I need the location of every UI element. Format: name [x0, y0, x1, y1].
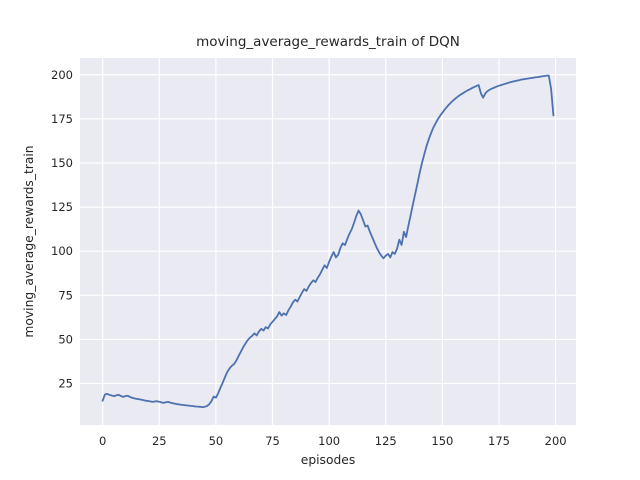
x-tick-label: 175 [488, 434, 510, 448]
x-tick-label: 75 [265, 434, 280, 448]
y-tick-label: 50 [58, 332, 73, 346]
gridlines [80, 58, 576, 425]
x-tick-label: 0 [99, 434, 106, 448]
dqn-series-line [101, 74, 555, 409]
y-tick-label: 25 [58, 377, 73, 391]
x-tick-label: 200 [545, 434, 567, 448]
x-tick-labels: 0 25 50 75 100 125 150 175 200 [99, 434, 567, 448]
x-tick-label: 150 [431, 434, 453, 448]
y-tick-label: 100 [51, 244, 73, 258]
y-axis-label: moving_average_rewards_train [22, 145, 36, 337]
chart-title: moving_average_rewards_train of DQN [196, 34, 460, 50]
plot-area [80, 58, 576, 425]
x-tick-label: 25 [152, 434, 167, 448]
y-tick-label: 175 [51, 112, 73, 126]
x-tick-label: 100 [318, 434, 340, 448]
x-tick-label: 50 [209, 434, 224, 448]
y-tick-label: 125 [51, 200, 73, 214]
x-axis-label: episodes [301, 453, 356, 467]
y-tick-label: 75 [58, 288, 73, 302]
x-tick-label: 125 [375, 434, 397, 448]
y-tick-label: 200 [51, 68, 73, 82]
y-tick-label: 150 [51, 156, 73, 170]
y-tick-labels: 25 50 75 100 125 150 175 200 [51, 68, 73, 391]
